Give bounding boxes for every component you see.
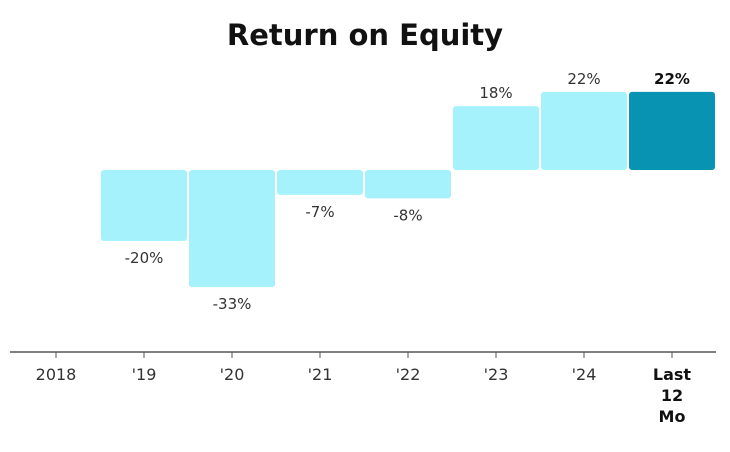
data-label: -33% [213,295,252,313]
data-labels-layer: -20% -33% -7% -8% 18% 22% 22% [125,70,690,313]
bar [101,170,187,241]
x-tick-label: '19 [132,365,157,384]
data-label: -8% [393,206,422,224]
bar [365,170,451,199]
x-ticks-layer: 2018 '19 '20 '21 '22 '23 '24 Last 12 Mo [36,352,692,426]
bar [453,106,539,170]
data-label: 22% [567,70,600,88]
data-label: 18% [479,84,512,102]
x-tick-label: '21 [308,365,333,384]
data-label: -7% [305,203,334,221]
x-tick-label: Last 12 Mo [653,365,692,426]
x-tick-label: '24 [572,365,597,384]
bar [629,91,715,170]
data-label: -20% [125,249,164,267]
x-tick-label: 2018 [36,365,77,384]
bar [277,170,363,195]
bar [189,170,275,288]
chart-title: Return on Equity [226,18,504,52]
x-tick-label: '22 [396,365,421,384]
x-tick-label: '23 [484,365,509,384]
bar [541,91,627,170]
x-tick-label: '20 [220,365,245,384]
data-label: 22% [654,70,690,88]
bars-layer [101,91,715,288]
